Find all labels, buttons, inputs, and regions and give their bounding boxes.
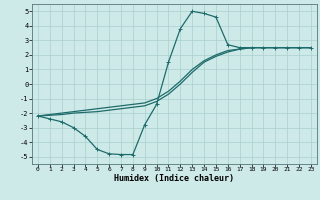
X-axis label: Humidex (Indice chaleur): Humidex (Indice chaleur): [115, 174, 234, 183]
